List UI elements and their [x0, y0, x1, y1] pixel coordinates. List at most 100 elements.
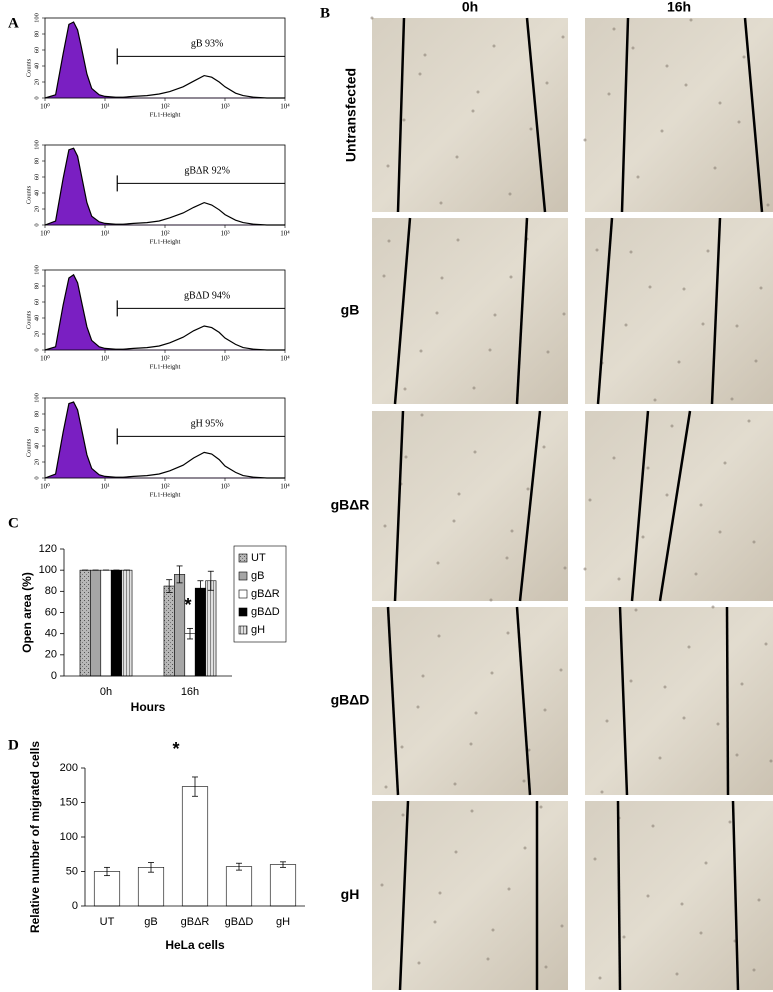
cell-debris: [522, 779, 526, 783]
cell-debris: [723, 461, 727, 465]
cell-debris: [641, 535, 645, 539]
cell-debris: [646, 466, 650, 470]
cell-debris: [370, 16, 374, 20]
cell-debris: [740, 682, 744, 686]
cell-debris: [684, 83, 688, 87]
x-tick-label: 10¹: [100, 230, 109, 238]
x-tick-label: 0h: [100, 686, 112, 698]
cell-debris: [387, 239, 391, 243]
y-tick-label: 80: [33, 31, 40, 38]
x-axis-label: FL1-Height: [150, 238, 181, 245]
legend-label: gBΔR: [251, 588, 280, 600]
legend-swatch: [238, 607, 248, 617]
x-axis-label: HeLa cells: [165, 938, 225, 952]
legend-swatch: [238, 553, 248, 563]
legend-label: gB: [251, 570, 264, 582]
cell-debris: [491, 928, 495, 932]
cell-debris: [754, 359, 758, 363]
x-tick-label: 10³: [220, 355, 229, 363]
scratch-edge: [596, 217, 614, 405]
cell-debris: [624, 323, 628, 327]
cell-debris: [493, 313, 497, 317]
x-axis-label: FL1-Height: [150, 363, 181, 370]
x-tick-label: 10²: [160, 355, 169, 363]
cell-debris: [588, 498, 592, 502]
micrograph: [585, 801, 773, 990]
cell-debris: [472, 386, 476, 390]
y-tick-label: 20: [33, 206, 40, 213]
scratch-edge: [386, 606, 400, 796]
scratch-edge: [515, 606, 532, 796]
cell-debris: [420, 413, 424, 417]
cell-debris: [687, 645, 691, 649]
bar: [79, 569, 91, 677]
cell-debris: [699, 931, 703, 935]
cell-debris: [544, 965, 548, 969]
cell-debris: [583, 138, 587, 142]
cell-debris: [699, 503, 703, 507]
cell-debris: [419, 349, 423, 353]
row-label: gBΔD: [331, 692, 370, 708]
histogram-fill: [44, 147, 285, 226]
cell-debris: [752, 968, 756, 972]
y-tick-label: 0: [72, 900, 78, 912]
histogram-fill: [44, 401, 285, 479]
cell-debris: [383, 524, 387, 528]
scratch-edge: [396, 17, 406, 213]
y-tick-label: 100: [33, 393, 40, 403]
y-axis-label: Counts: [25, 58, 32, 77]
cell-debris: [489, 598, 493, 602]
y-tick-label: 100: [60, 831, 78, 843]
x-tick-label: gH: [276, 916, 290, 928]
cell-debris: [706, 249, 710, 253]
scratch-edge: [525, 17, 547, 213]
cell-debris: [658, 756, 662, 760]
cell-debris: [473, 450, 477, 454]
cell-debris: [423, 53, 427, 57]
legend-swatch: [238, 589, 248, 599]
bar: [174, 574, 186, 677]
cell-debris: [718, 101, 722, 105]
cell-debris: [546, 350, 550, 354]
scratch-edge: [618, 606, 629, 796]
x-tick-label: 10⁰: [40, 103, 50, 111]
y-tick-label: 80: [33, 283, 40, 290]
cell-debris: [742, 55, 746, 59]
y-tick-label: 40: [33, 63, 40, 70]
cell-debris: [403, 387, 407, 391]
x-axis-label: FL1-Height: [150, 491, 181, 498]
gate-label: gBΔR 92%: [184, 166, 230, 177]
micrograph: [372, 218, 568, 404]
cell-debris: [561, 35, 565, 39]
cell-debris: [380, 883, 384, 887]
cell-debris: [747, 419, 751, 423]
histogram-line: [44, 401, 285, 479]
cell-debris: [438, 891, 442, 895]
x-tick-label: 10²: [160, 483, 169, 491]
bar: [181, 786, 209, 907]
cell-debris: [694, 572, 698, 576]
cell-debris: [469, 742, 473, 746]
cell-debris: [433, 920, 437, 924]
cell-debris: [505, 556, 509, 560]
cell-debris: [769, 759, 773, 763]
bar: [225, 866, 253, 907]
x-tick-label: 16h: [181, 686, 199, 698]
x-tick-label: 10³: [220, 483, 229, 491]
bar: [100, 569, 112, 677]
x-tick-label: 10³: [220, 103, 229, 111]
micrograph: [585, 607, 773, 795]
cell-debris: [562, 312, 566, 316]
cell-debris: [382, 274, 386, 278]
significance-mark: *: [184, 595, 191, 615]
cell-debris: [752, 540, 756, 544]
cell-debris: [653, 398, 657, 402]
y-tick-label: 100: [39, 564, 57, 576]
y-tick-label: 100: [33, 140, 40, 150]
y-tick-label: 0: [33, 348, 40, 351]
x-tick-label: 10³: [220, 230, 229, 238]
histogram-line: [44, 273, 285, 351]
cell-debris: [617, 577, 621, 581]
scratch-edge: [710, 217, 722, 405]
cell-debris: [402, 118, 406, 122]
